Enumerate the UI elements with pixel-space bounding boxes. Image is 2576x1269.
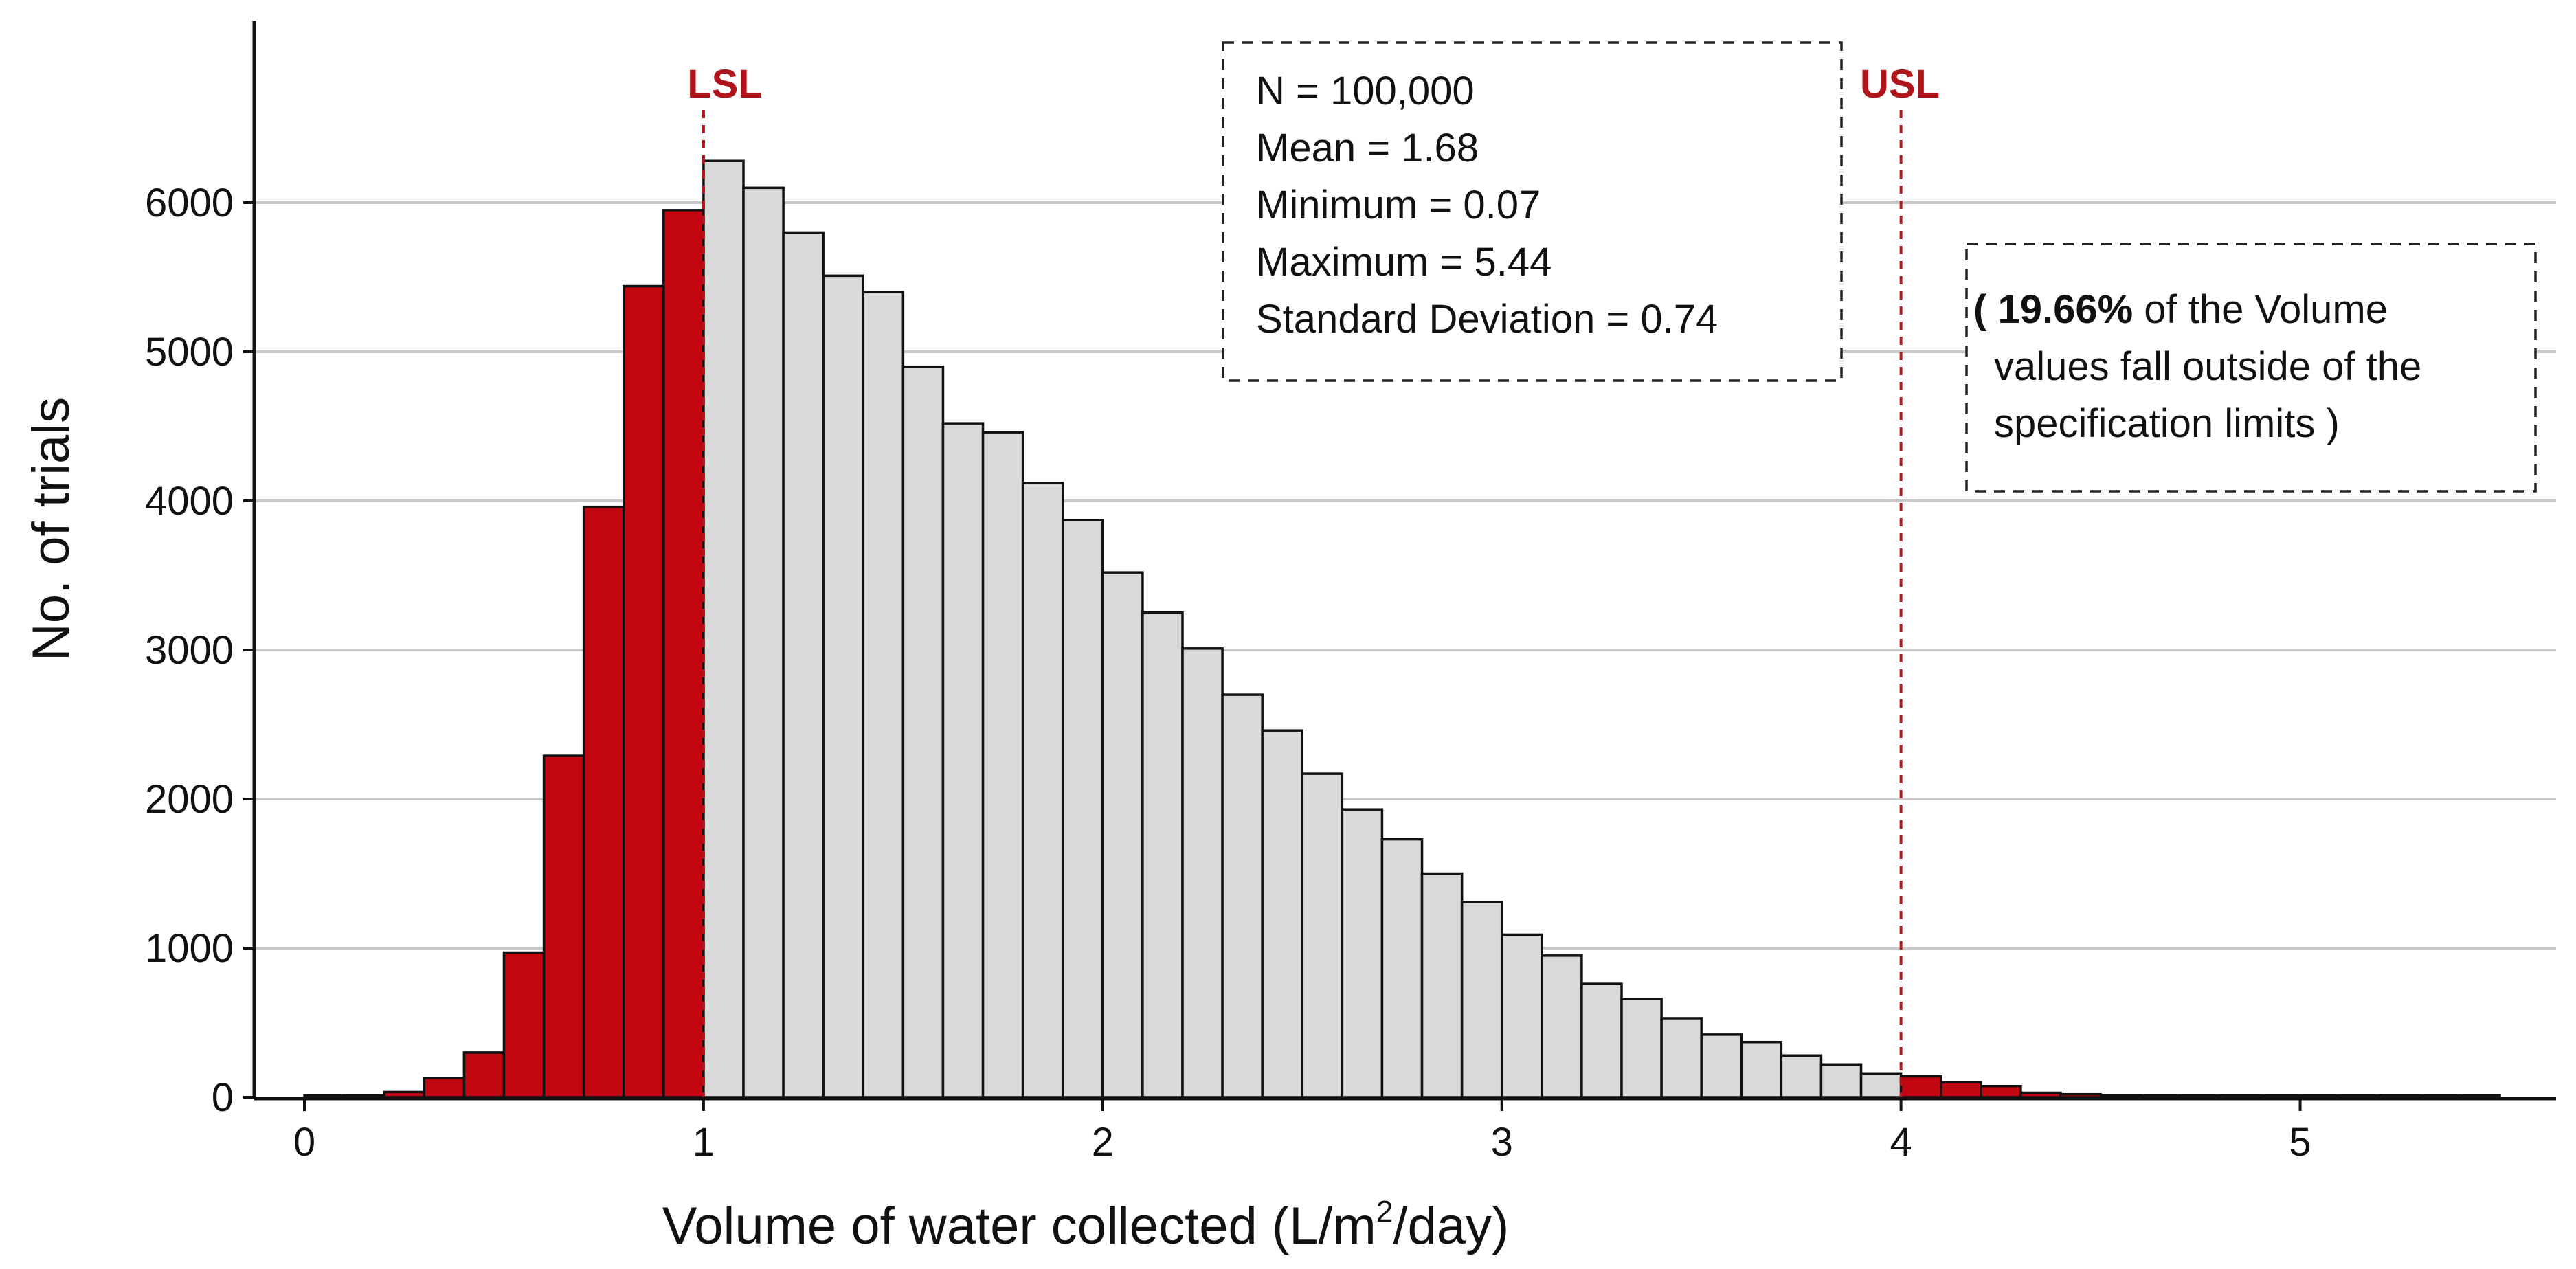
histogram-bar — [1780, 1054, 1823, 1099]
histogram-bar — [1141, 611, 1184, 1099]
y-tick-label: 4000 — [145, 479, 234, 524]
histogram-bar — [1460, 900, 1503, 1099]
histogram-bar — [383, 1090, 426, 1099]
histogram-bar — [1700, 1033, 1743, 1099]
annotation-box-border — [1965, 243, 2537, 493]
histogram-bar — [981, 431, 1024, 1099]
lsl-label: LSL — [687, 62, 763, 106]
histogram-bar — [1541, 954, 1583, 1099]
histogram-bar — [742, 186, 785, 1099]
x-tick-label: 3 — [1491, 1120, 1513, 1165]
histogram-bar — [941, 422, 985, 1099]
histogram-bar — [2019, 1091, 2062, 1099]
histogram-bar — [862, 291, 905, 1099]
usl-label: USL — [1860, 62, 1940, 106]
x-axis-title-prefix: Volume of water collected (L/m — [662, 1197, 1376, 1255]
histogram-bar — [662, 209, 705, 1099]
histogram-bar — [822, 274, 865, 1099]
histogram-bar — [542, 754, 585, 1099]
histogram-bar — [1819, 1063, 1863, 1099]
stat-n: N = 100,000 — [1256, 69, 1475, 113]
histogram-bar — [1261, 729, 1304, 1099]
statistics-box: N = 100,000 Mean = 1.68 Minimum = 0.07 M… — [1222, 41, 1843, 382]
histogram-bar — [462, 1051, 506, 1099]
out-of-spec-annotation: ( 19.66% of the Volume values fall outsi… — [1965, 243, 2537, 493]
y-tick-label: 5000 — [145, 330, 234, 374]
x-axis-ticks: 0 1 2 3 4 5 — [293, 1099, 2311, 1165]
annotation-line-1-rest: of the Volume — [2133, 287, 2388, 332]
histogram-bar — [1740, 1040, 1783, 1099]
histogram-bar — [1899, 1075, 1942, 1099]
histogram-bars — [303, 159, 2501, 1099]
histogram-bar — [582, 505, 625, 1099]
histogram-bar — [1660, 1017, 1703, 1099]
x-tick-label: 2 — [1092, 1120, 1114, 1165]
x-axis-title-suffix: /day) — [1393, 1197, 1509, 1255]
histogram-bar — [1221, 693, 1264, 1099]
annotation-open: ( — [1973, 287, 1997, 332]
y-axis-title: No. of trials — [22, 397, 80, 661]
x-tick-label: 0 — [293, 1120, 315, 1165]
y-tick-label: 2000 — [145, 777, 234, 822]
histogram-bar — [1181, 647, 1224, 1099]
statistics-box-border — [1222, 41, 1843, 382]
histogram-bar — [1859, 1072, 1903, 1099]
histogram-bar — [1061, 519, 1104, 1099]
stat-minimum: Minimum = 0.07 — [1256, 183, 1541, 227]
histogram-bar — [1380, 838, 1424, 1099]
histogram-bar — [423, 1077, 466, 1099]
x-axis-title: Volume of water collected (L/m2/day) — [662, 1195, 1510, 1255]
specification-limits — [702, 110, 1903, 1097]
y-axis-ticks: 0 1000 2000 3000 4000 5000 6000 — [145, 181, 254, 1120]
x-tick-label: 4 — [1890, 1120, 1912, 1165]
histogram-bar — [502, 951, 546, 1099]
y-tick-label: 1000 — [145, 926, 234, 971]
x-tick-label: 5 — [2289, 1120, 2311, 1165]
y-tick-label: 3000 — [145, 628, 234, 673]
histogram-bar — [901, 365, 945, 1099]
histogram-bar — [1301, 772, 1344, 1099]
histogram-bar — [1420, 872, 1464, 1099]
y-tick-label: 6000 — [145, 181, 234, 225]
annotation-percentage: 19.66% — [1997, 287, 2133, 332]
histogram-bar — [1500, 933, 1543, 1099]
x-axis-title-superscript: 2 — [1376, 1195, 1393, 1228]
histogram-bar — [702, 159, 745, 1099]
histogram-bar — [782, 231, 825, 1099]
x-tick-label: 1 — [693, 1120, 715, 1165]
stat-mean: Mean = 1.68 — [1256, 126, 1479, 170]
stat-std-dev: Standard Deviation = 0.74 — [1256, 297, 1718, 341]
annotation-line-3: specification limits ) — [1994, 401, 2340, 446]
annotation-line-1: ( 19.66% of the Volume — [1973, 287, 2388, 332]
annotation-line-2: values fall outside of the — [1994, 344, 2421, 389]
histogram-bar — [1021, 482, 1064, 1099]
histogram-bar — [1620, 998, 1663, 1099]
histogram-bar — [2059, 1092, 2102, 1099]
histogram-bar — [1580, 982, 1623, 1099]
histogram-bar — [1341, 808, 1384, 1099]
y-tick-label: 0 — [212, 1075, 234, 1120]
histogram-bar — [622, 284, 665, 1099]
histogram-bar — [1980, 1084, 2022, 1099]
histogram-bar — [1101, 571, 1144, 1099]
stat-maximum: Maximum = 5.44 — [1256, 240, 1552, 284]
histogram-bar — [1939, 1081, 1982, 1099]
